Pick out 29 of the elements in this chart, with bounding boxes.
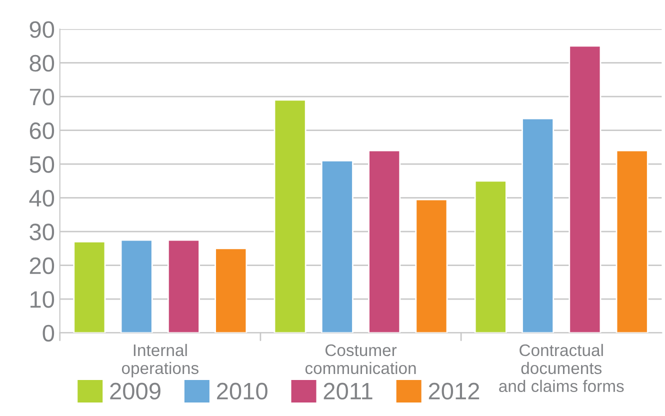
bar <box>616 150 648 333</box>
legend-label: 2011 <box>324 382 372 400</box>
legend-label: 2009 <box>110 382 160 400</box>
y-tick-label: 90 <box>30 21 54 38</box>
y-tick-label: 40 <box>29 190 54 207</box>
x-tick-label: Internal operations <box>122 344 198 378</box>
bar <box>522 118 554 333</box>
bar <box>415 198 448 333</box>
x-tick-label: Contractual documents and claims forms <box>499 344 624 392</box>
y-tick-label: 0 <box>42 324 54 342</box>
bar <box>568 45 602 333</box>
y-tick-label: 70 <box>30 88 54 106</box>
bar <box>73 241 106 333</box>
bar <box>167 239 200 333</box>
bar <box>120 239 153 333</box>
y-tick-label: 60 <box>30 122 54 140</box>
y-tick-label: 30 <box>30 224 54 240</box>
y-tick-label: 80 <box>30 54 54 72</box>
y-tick-label: 50 <box>30 156 54 173</box>
bar <box>320 160 354 333</box>
bar <box>214 248 248 333</box>
y-tick-label: 10 <box>30 291 54 308</box>
legend-label: 2010 <box>217 382 268 400</box>
bar <box>368 150 401 333</box>
y-tick-label: 20 <box>30 257 54 274</box>
x-tick-label: Costumer communication <box>305 344 416 374</box>
bar <box>474 180 507 333</box>
legend-label: 2012 <box>428 382 480 400</box>
bar <box>274 99 306 333</box>
